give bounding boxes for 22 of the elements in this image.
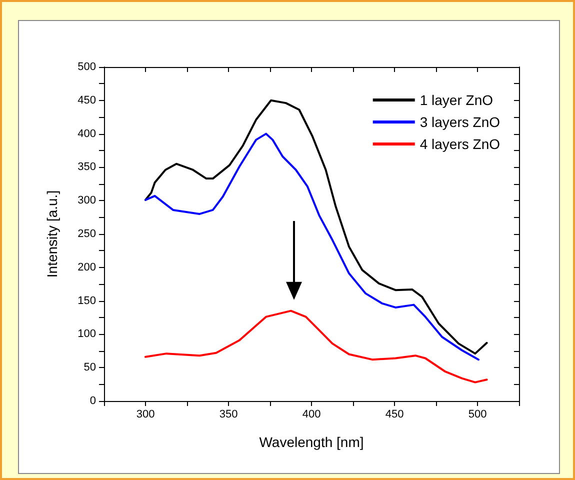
x-tick-label: 300	[136, 408, 155, 420]
legend-label: 4 layers ZnO	[420, 136, 500, 152]
y-tick-label: 350	[78, 161, 96, 174]
y-tick-label: 400	[78, 128, 96, 140]
y-tick-label: 200	[78, 261, 96, 274]
x-tick-label: 400	[302, 408, 321, 420]
y-tick-label: 450	[78, 94, 96, 106]
y-tick-label: 500	[78, 61, 96, 73]
x-tick-label: 500	[468, 408, 487, 420]
x-tick-label: 450	[385, 408, 404, 420]
y-tick-label: 0	[90, 395, 96, 407]
y-tick-label: 300	[78, 194, 96, 207]
y-tick-label: 50	[84, 362, 96, 374]
legend-label: 3 layers ZnO	[420, 114, 500, 130]
line-series	[144, 310, 488, 384]
legend-label: 1 layer ZnO	[420, 92, 494, 108]
y-tick-label: 100	[78, 328, 96, 340]
y-tick-label: 250	[78, 228, 96, 240]
x-tick-label: 350	[219, 408, 238, 420]
y-axis-title: Intensity [a.u.]	[44, 190, 60, 278]
y-tick-label: 150	[78, 294, 96, 307]
x-axis-title: Wavelength [nm]	[259, 434, 364, 450]
